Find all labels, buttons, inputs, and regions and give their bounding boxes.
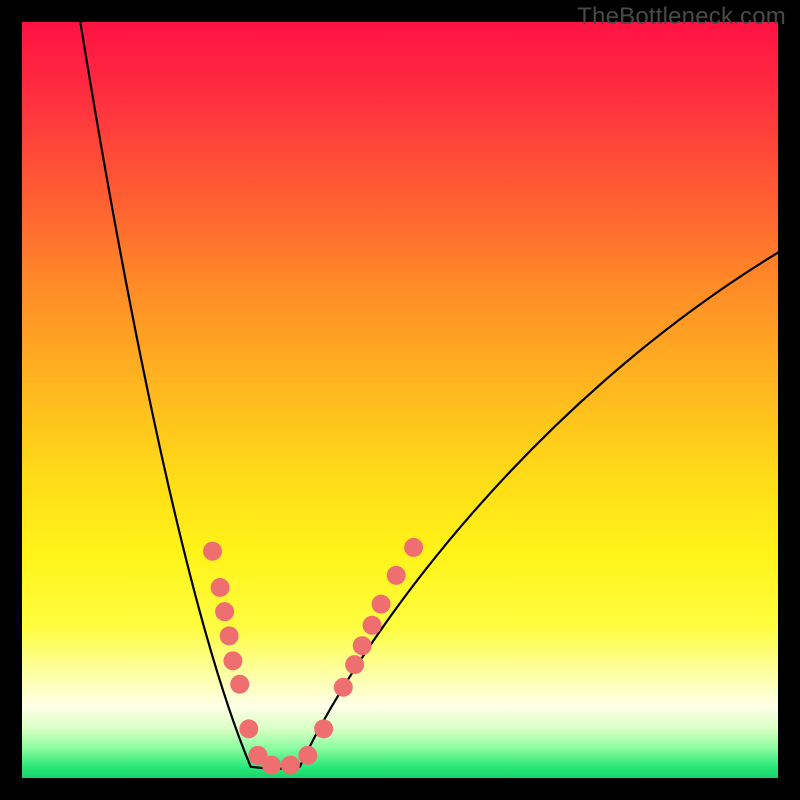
chart-stage: TheBottleneck.com bbox=[0, 0, 800, 800]
curve-layer bbox=[22, 22, 778, 778]
curve-marker bbox=[220, 626, 239, 645]
curve-marker bbox=[281, 756, 300, 775]
curve-marker bbox=[262, 756, 281, 775]
curve-marker bbox=[334, 678, 353, 697]
curve-marker bbox=[203, 542, 222, 561]
curve-marker bbox=[372, 595, 391, 614]
curve-marker bbox=[363, 616, 382, 635]
curve-marker bbox=[211, 578, 230, 597]
curve-marker bbox=[239, 719, 258, 738]
curve-marker bbox=[387, 566, 406, 585]
curve-marker bbox=[345, 655, 364, 674]
curve-marker bbox=[314, 719, 333, 738]
bottleneck-curve bbox=[79, 22, 778, 769]
curve-marker bbox=[223, 651, 242, 670]
curve-marker bbox=[230, 675, 249, 694]
curve-marker bbox=[215, 602, 234, 621]
watermark-text: TheBottleneck.com bbox=[577, 3, 786, 31]
curve-marker bbox=[353, 636, 372, 655]
curve-marker bbox=[298, 746, 317, 765]
plot-area bbox=[22, 22, 778, 778]
curve-marker bbox=[404, 538, 423, 557]
